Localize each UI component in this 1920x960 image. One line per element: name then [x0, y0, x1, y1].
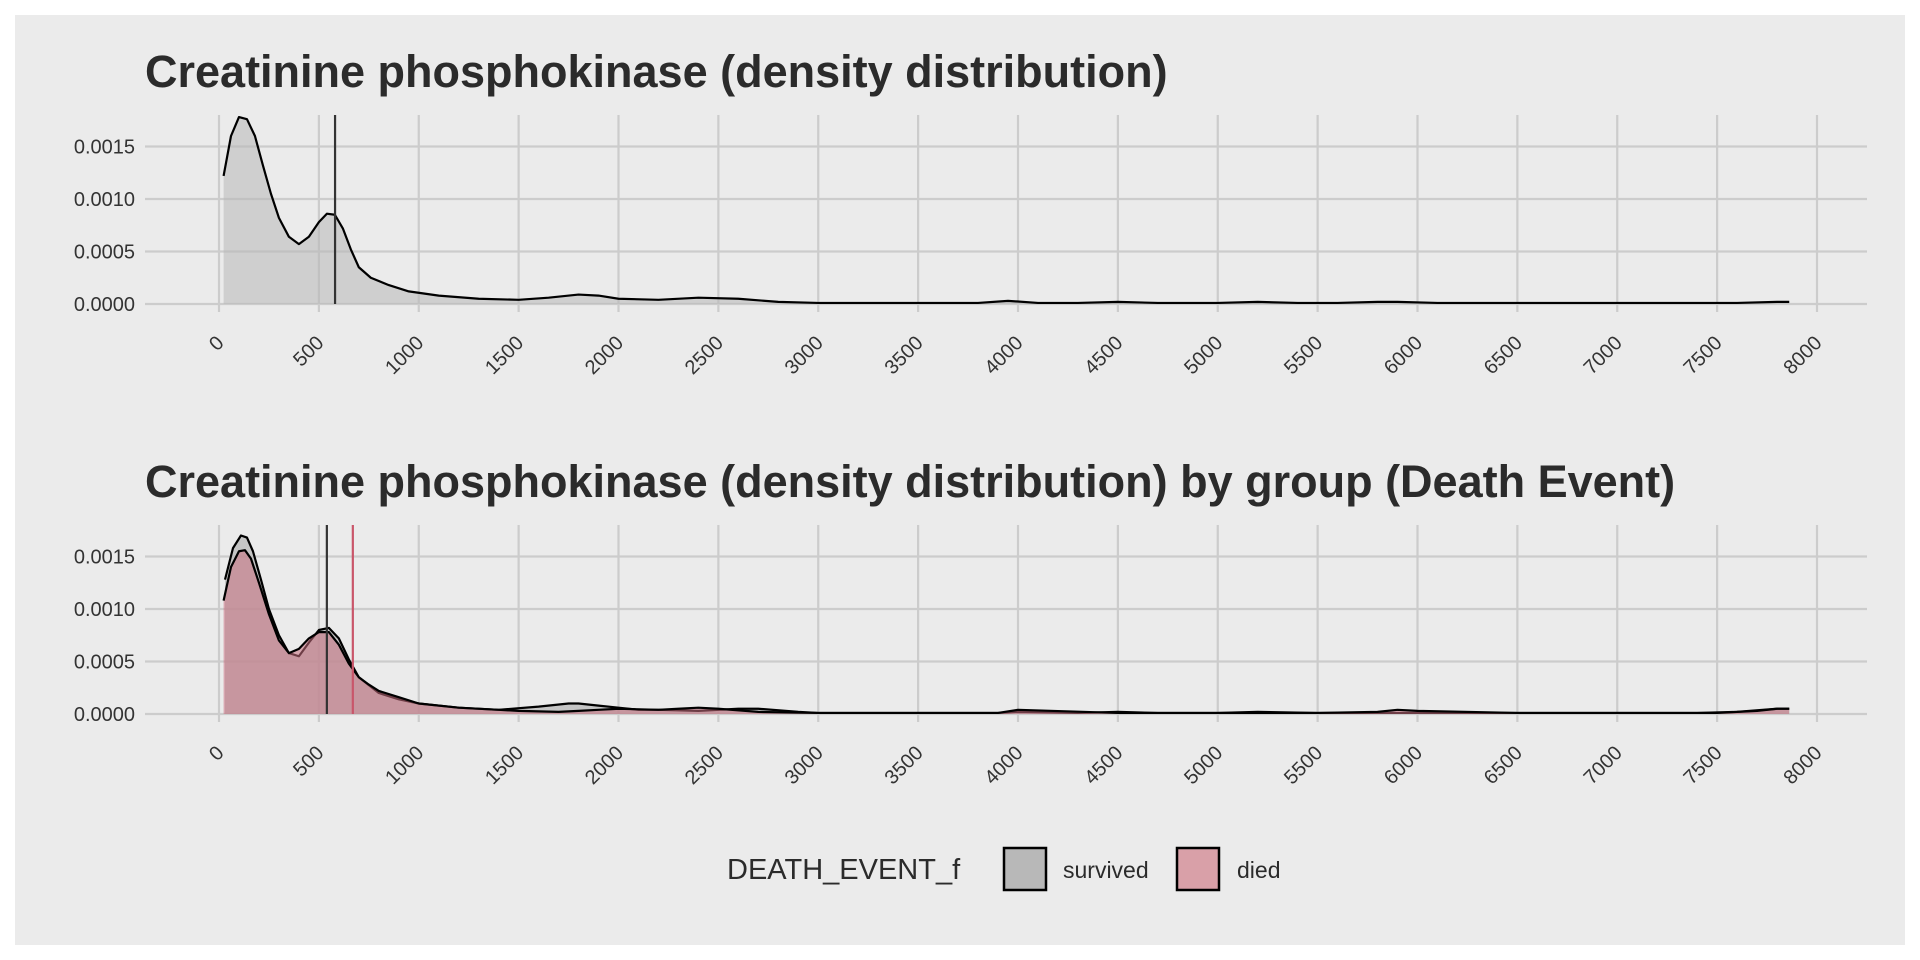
density-series-by-group	[222, 534, 1790, 715]
chart-title-overall: Creatinine phosphokinase (density distri…	[145, 46, 1168, 97]
y-tick-label: 0.0010	[74, 599, 135, 621]
y-tick-label: 0.0000	[74, 294, 135, 316]
y-tick-label: 0.0005	[74, 242, 135, 264]
legend-title: DEATH_EVENT_f	[727, 854, 961, 886]
mean-lines-by-group	[325, 525, 354, 714]
figure-background	[15, 15, 1905, 945]
y-tick-labels-by-group: 0.0000 0.0005 0.0010 0.0015	[74, 547, 135, 727]
y-tick-label: 0.0000	[74, 704, 135, 726]
y-tick-label: 0.0015	[74, 547, 135, 569]
y-tick-labels-overall: 0.0000 0.0005 0.0010 0.0015	[74, 137, 135, 317]
legend-label-survived: survived	[1063, 857, 1149, 883]
y-tick-label: 0.0015	[74, 137, 135, 159]
density-curve-overall	[222, 116, 1790, 305]
density-area-overall	[223, 117, 1790, 304]
density-series-overall	[222, 116, 1790, 305]
legend: DEATH_EVENT_f survived died	[727, 846, 1280, 892]
chart-title-by-group: Creatinine phosphokinase (density distri…	[145, 456, 1675, 507]
legend-label-died: died	[1237, 857, 1280, 883]
density-area-died	[223, 550, 1790, 714]
y-tick-label: 0.0005	[74, 652, 135, 674]
legend-key-died	[1175, 846, 1221, 892]
y-tick-label: 0.0010	[74, 189, 135, 211]
legend-key-survived	[1002, 846, 1048, 892]
density-curve-died	[222, 549, 1790, 715]
